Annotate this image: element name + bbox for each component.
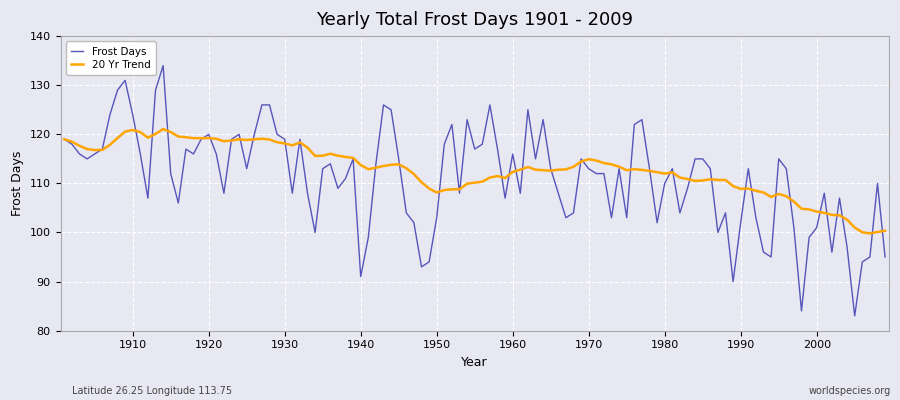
Frost Days (294, 137, 305, 142)
20 Yr Trend (58, 137, 69, 142)
Line: 20 Yr Trend: 20 Yr Trend (64, 129, 885, 234)
20 Yr Trend (515, 167, 526, 172)
Frost Days (850, 314, 860, 318)
X-axis label: Year: Year (462, 356, 488, 369)
Frost Days (879, 255, 890, 260)
20 Yr Trend (606, 162, 616, 167)
Frost Days (606, 215, 616, 220)
Frost Days (58, 137, 69, 142)
20 Yr Trend (158, 127, 168, 132)
Title: Yearly Total Frost Days 1901 - 2009: Yearly Total Frost Days 1901 - 2009 (316, 11, 634, 29)
20 Yr Trend (120, 129, 130, 134)
Frost Days (508, 152, 518, 156)
Y-axis label: Frost Days: Frost Days (11, 151, 24, 216)
20 Yr Trend (508, 170, 518, 174)
20 Yr Trend (340, 154, 351, 159)
Legend: Frost Days, 20 Yr Trend: Frost Days, 20 Yr Trend (66, 42, 156, 75)
Frost Days (120, 78, 130, 83)
Frost Days (515, 191, 526, 196)
20 Yr Trend (294, 140, 305, 145)
Line: Frost Days: Frost Days (64, 66, 885, 316)
Frost Days (340, 176, 351, 181)
20 Yr Trend (879, 228, 890, 233)
Text: Latitude 26.25 Longitude 113.75: Latitude 26.25 Longitude 113.75 (72, 386, 232, 396)
Frost Days (158, 63, 168, 68)
20 Yr Trend (865, 231, 876, 236)
Text: worldspecies.org: worldspecies.org (809, 386, 891, 396)
